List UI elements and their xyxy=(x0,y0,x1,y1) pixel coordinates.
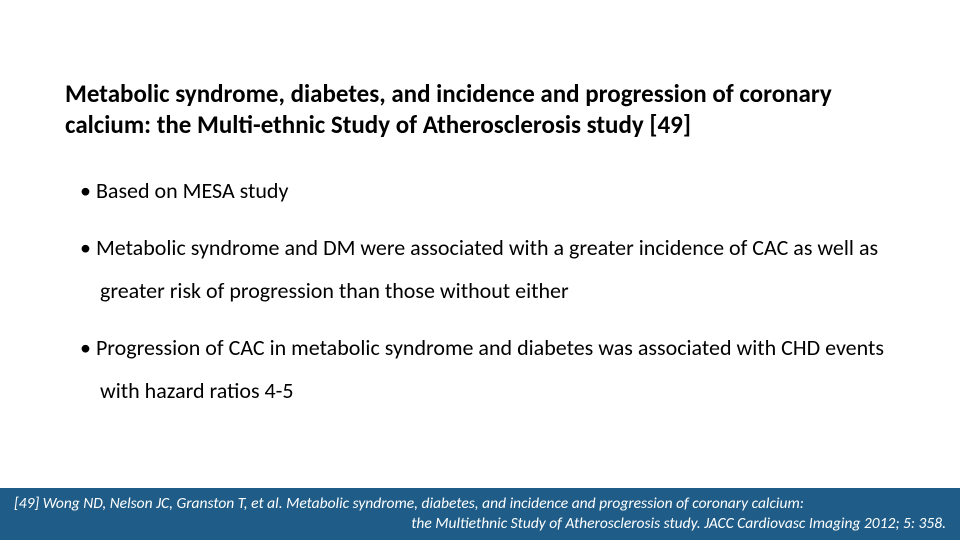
slide-title: Metabolic syndrome, diabetes, and incide… xyxy=(65,78,895,141)
list-item: Metabolic syndrome and DM were associate… xyxy=(80,227,890,313)
list-item: Progression of CAC in metabolic syndrome… xyxy=(80,327,890,413)
citation-line-1: [49] Wong ND, Nelson JC, Granston T, et … xyxy=(14,494,946,514)
citation-footer: [49] Wong ND, Nelson JC, Granston T, et … xyxy=(0,488,960,540)
citation-line-2: the Multiethnic Study of Atherosclerosis… xyxy=(14,514,946,534)
bullet-list: Based on MESA study Metabolic syndrome a… xyxy=(80,170,890,426)
slide: Metabolic syndrome, diabetes, and incide… xyxy=(0,0,960,540)
list-item: Based on MESA study xyxy=(80,170,890,213)
